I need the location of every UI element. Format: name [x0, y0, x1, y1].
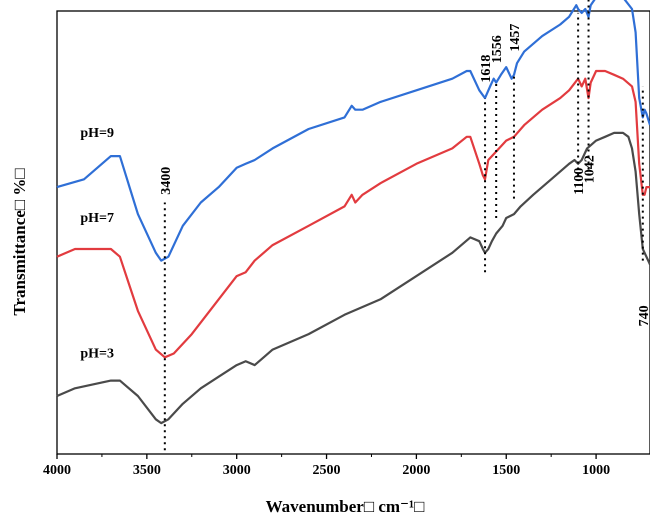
series-line: [56, 69, 650, 359]
peak-label: 1457: [508, 24, 523, 52]
peak-label: 1618: [479, 55, 494, 83]
x-tick-label: 1000: [582, 463, 610, 478]
plot-frame: [56, 10, 650, 455]
y-axis-label: Transmittance□ %□: [10, 168, 29, 315]
peak-label: 3400: [159, 167, 174, 195]
x-tick-label: 2500: [313, 463, 341, 478]
x-axis-label: Wavenumber□ cm⁻¹□: [266, 497, 425, 516]
series-line: [56, 131, 650, 425]
x-tick-label: 4000: [43, 463, 71, 478]
series-label: pH=9: [80, 126, 114, 141]
series-line: [56, 0, 650, 262]
peak-label: 1556: [490, 35, 505, 63]
series-label: pH=3: [80, 346, 114, 361]
x-tick-label: 3500: [133, 463, 161, 478]
series-label: pH=7: [80, 211, 114, 226]
peak-label: 740: [637, 305, 650, 326]
x-tick-label: 1500: [492, 463, 520, 478]
plot-area: 4000 3500 3000 2500 2000 1500 1000 pH=9 pH=7 pH=3…: [43, 0, 650, 478]
peak-label: 1042: [583, 155, 598, 183]
peak-label: 1100: [572, 168, 587, 195]
x-tick-label: 3000: [223, 463, 251, 478]
x-tick-label: 2000: [402, 463, 430, 478]
